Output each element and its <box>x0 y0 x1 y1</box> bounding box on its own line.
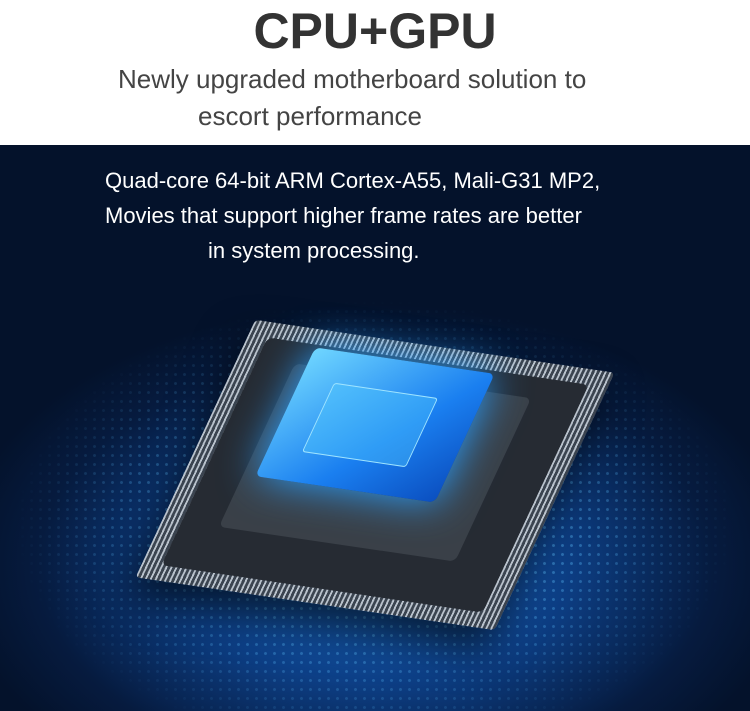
page-title: CPU+GPU <box>253 3 497 59</box>
description-line-1: Quad-core 64-bit ARM Cortex-A55, Mali-G3… <box>105 168 601 193</box>
subtitle-line-2: escort performance <box>198 101 422 131</box>
description-line-3: in system processing. <box>208 238 420 263</box>
description-line-2: Movies that support higher frame rates a… <box>105 203 582 228</box>
chip-hero-image: Quad-core 64-bit ARM Cortex-A55, Mali-G3… <box>0 145 750 711</box>
header-section: CPU+GPU Newly upgraded motherboard solut… <box>0 0 750 145</box>
subtitle-line-1: Newly upgraded motherboard solution to <box>118 64 587 94</box>
